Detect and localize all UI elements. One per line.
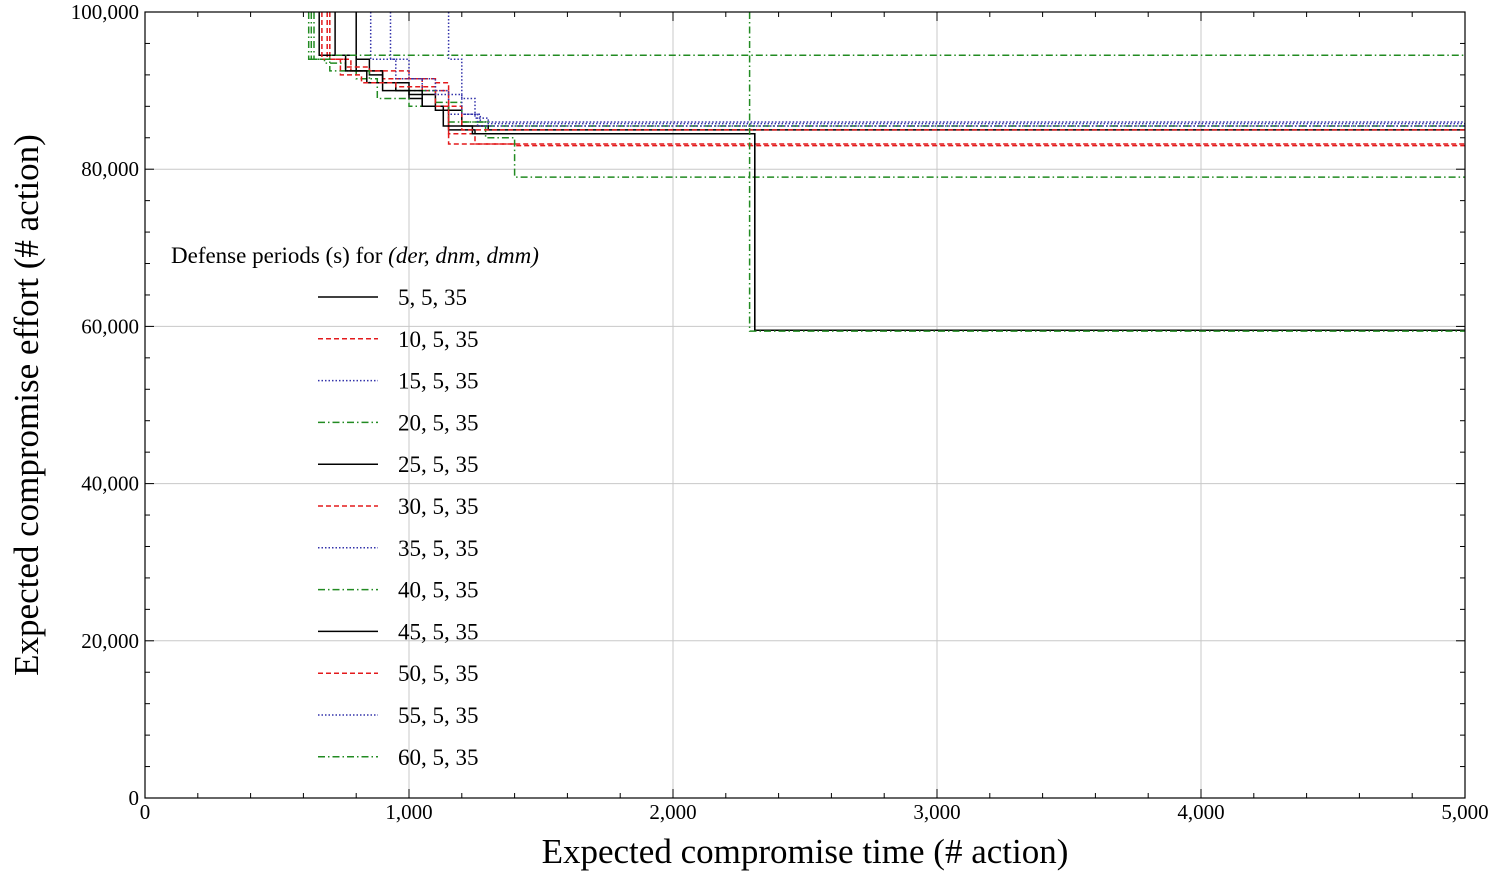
x-tick-label: 5,000 (1441, 800, 1488, 824)
y-axis-title: Expected compromise effort (# action) (7, 134, 46, 676)
legend-label: 10, 5, 35 (398, 327, 479, 352)
x-tick-label: 0 (140, 800, 151, 824)
x-tick-label: 1,000 (385, 800, 432, 824)
legend-label: 40, 5, 35 (398, 578, 479, 603)
y-tick-label: 100,000 (71, 0, 139, 24)
legend-label: 60, 5, 35 (398, 745, 479, 770)
series-line-55-5-35 (389, 12, 1465, 127)
y-tick-label: 80,000 (81, 157, 139, 181)
grid (145, 12, 1465, 798)
series-line-25-5-35 (334, 12, 1465, 131)
legend-label: 20, 5, 35 (398, 410, 479, 435)
series-line-35-5-35 (447, 12, 1465, 125)
legend-label: 45, 5, 35 (398, 619, 479, 644)
x-tick-label: 4,000 (1177, 800, 1224, 824)
y-tick-label: 0 (129, 786, 140, 810)
legend-label: 5, 5, 35 (398, 285, 467, 310)
series-line-60-5-35 (313, 12, 1465, 60)
legend-label: 15, 5, 35 (398, 369, 479, 394)
legend-title-vars: (der, dnm, dmm) (388, 243, 539, 268)
axis-ticks (144, 11, 1466, 799)
x-tick-labels: 0 1,000 2,000 3,000 4,000 5,000 (140, 800, 1489, 824)
series-group (307, 12, 1465, 332)
legend-label: 25, 5, 35 (398, 452, 479, 477)
x-tick-label: 3,000 (913, 800, 960, 824)
y-tick-label: 40,000 (81, 472, 139, 496)
y-tick-label: 20,000 (81, 629, 139, 653)
legend-title-prefix: Defense periods (s) for (171, 243, 388, 268)
series-line-45-5-35 (318, 12, 1465, 332)
legend-label: 30, 5, 35 (398, 494, 479, 519)
x-axis-title: Expected compromise time (# action) (542, 832, 1069, 871)
legend-title: Defense periods (s) for (der, dnm, dmm) (171, 243, 539, 268)
plot-frame (144, 11, 1466, 799)
legend-entries: 5, 5, 35 10, 5, 35 15, 5, 35 20, 5, 35 25, 5… (318, 285, 479, 770)
series-line-extra-12 (748, 12, 1465, 332)
y-tick-labels: 0 20,000 40,000 60,000 80,000 100,000 (71, 0, 139, 810)
x-tick-label: 2,000 (649, 800, 696, 824)
legend: Defense periods (s) for (der, dnm, dmm) … (171, 243, 539, 770)
y-tick-label: 60,000 (81, 314, 139, 338)
legend-label: 35, 5, 35 (398, 536, 479, 561)
legend-label: 50, 5, 35 (398, 661, 479, 686)
legend-label: 55, 5, 35 (398, 703, 479, 728)
